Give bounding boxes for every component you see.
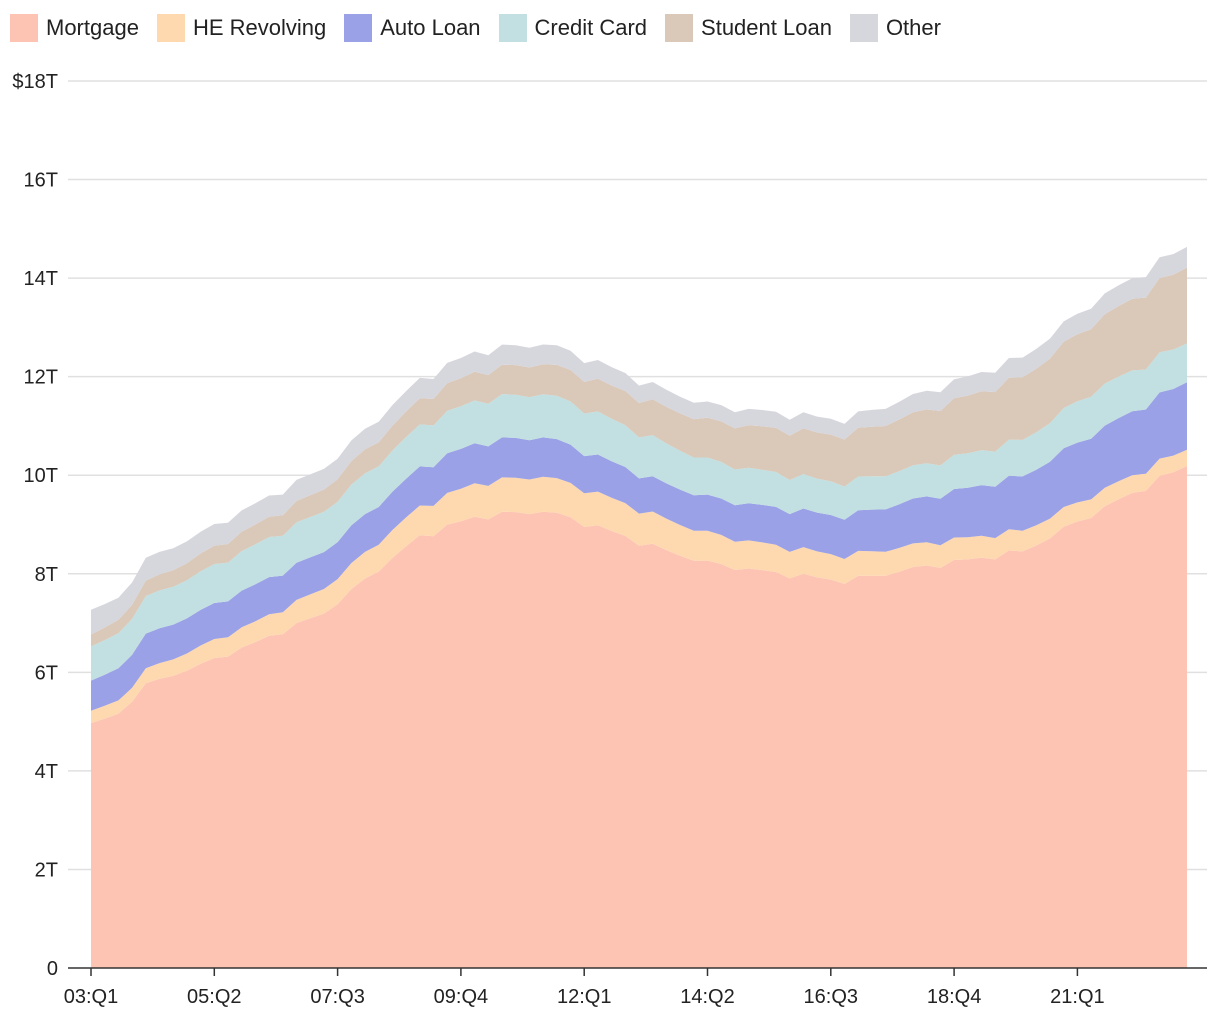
legend-label-credit-card: Credit Card <box>534 15 648 40</box>
x-tick-label: 07:Q3 <box>310 986 364 1008</box>
x-tick-label: 18:Q4 <box>927 986 981 1008</box>
legend-swatch-mortgage <box>10 14 38 42</box>
y-tick-label: 0 <box>47 958 58 980</box>
series-areas <box>91 246 1187 968</box>
y-tick-label: $18T <box>12 71 58 93</box>
x-tick-label: 12:Q1 <box>557 986 611 1008</box>
legend-item-student-loan: Student Loan <box>665 14 832 42</box>
legend-item-mortgage: Mortgage <box>10 14 139 42</box>
y-tick-label: 14T <box>24 268 58 290</box>
x-tick-label: 14:Q2 <box>680 986 734 1008</box>
x-tick-label: 05:Q2 <box>187 986 241 1008</box>
y-tick-label: 2T <box>35 859 58 881</box>
legend-swatch-student-loan <box>665 14 694 42</box>
chart-legend: Mortgage HE Revolving Auto Loan Credit C… <box>10 10 959 46</box>
legend-item-other: Other <box>849 14 941 42</box>
legend-item-he-revolving: HE Revolving <box>156 14 327 42</box>
legend-label-other: Other <box>885 15 941 40</box>
y-tick-label: 4T <box>35 761 58 783</box>
legend-label-he-revolving: HE Revolving <box>192 15 327 40</box>
legend-item-credit-card: Credit Card <box>498 14 648 42</box>
legend-label-mortgage: Mortgage <box>46 15 139 40</box>
y-tick-label: 10T <box>24 465 58 487</box>
y-tick-label: 12T <box>24 367 58 389</box>
area-mortgage <box>91 466 1187 968</box>
x-tick-label: 03:Q1 <box>64 986 118 1008</box>
legend-swatch-other <box>849 14 878 42</box>
y-tick-label: 6T <box>35 662 58 684</box>
legend-swatch-credit-card <box>498 14 527 42</box>
axes: 0 2T 4T 6T 8T 10T 12T 14T 16T $18T 03:Q1 05:Q2 07:Q3… <box>12 71 1207 1008</box>
x-tick-label: 09:Q4 <box>434 986 488 1008</box>
x-tick-label: 16:Q3 <box>804 986 858 1008</box>
legend-swatch-he-revolving <box>156 14 185 42</box>
legend-label-student-loan: Student Loan <box>701 15 832 40</box>
y-tick-label: 8T <box>35 564 58 586</box>
y-tick-label: 16T <box>24 170 58 192</box>
legend-item-auto-loan: Auto Loan <box>344 14 481 42</box>
legend-label-auto-loan: Auto Loan <box>380 15 481 40</box>
legend-swatch-auto-loan <box>344 14 373 42</box>
x-tick-label: 21:Q1 <box>1050 986 1104 1008</box>
